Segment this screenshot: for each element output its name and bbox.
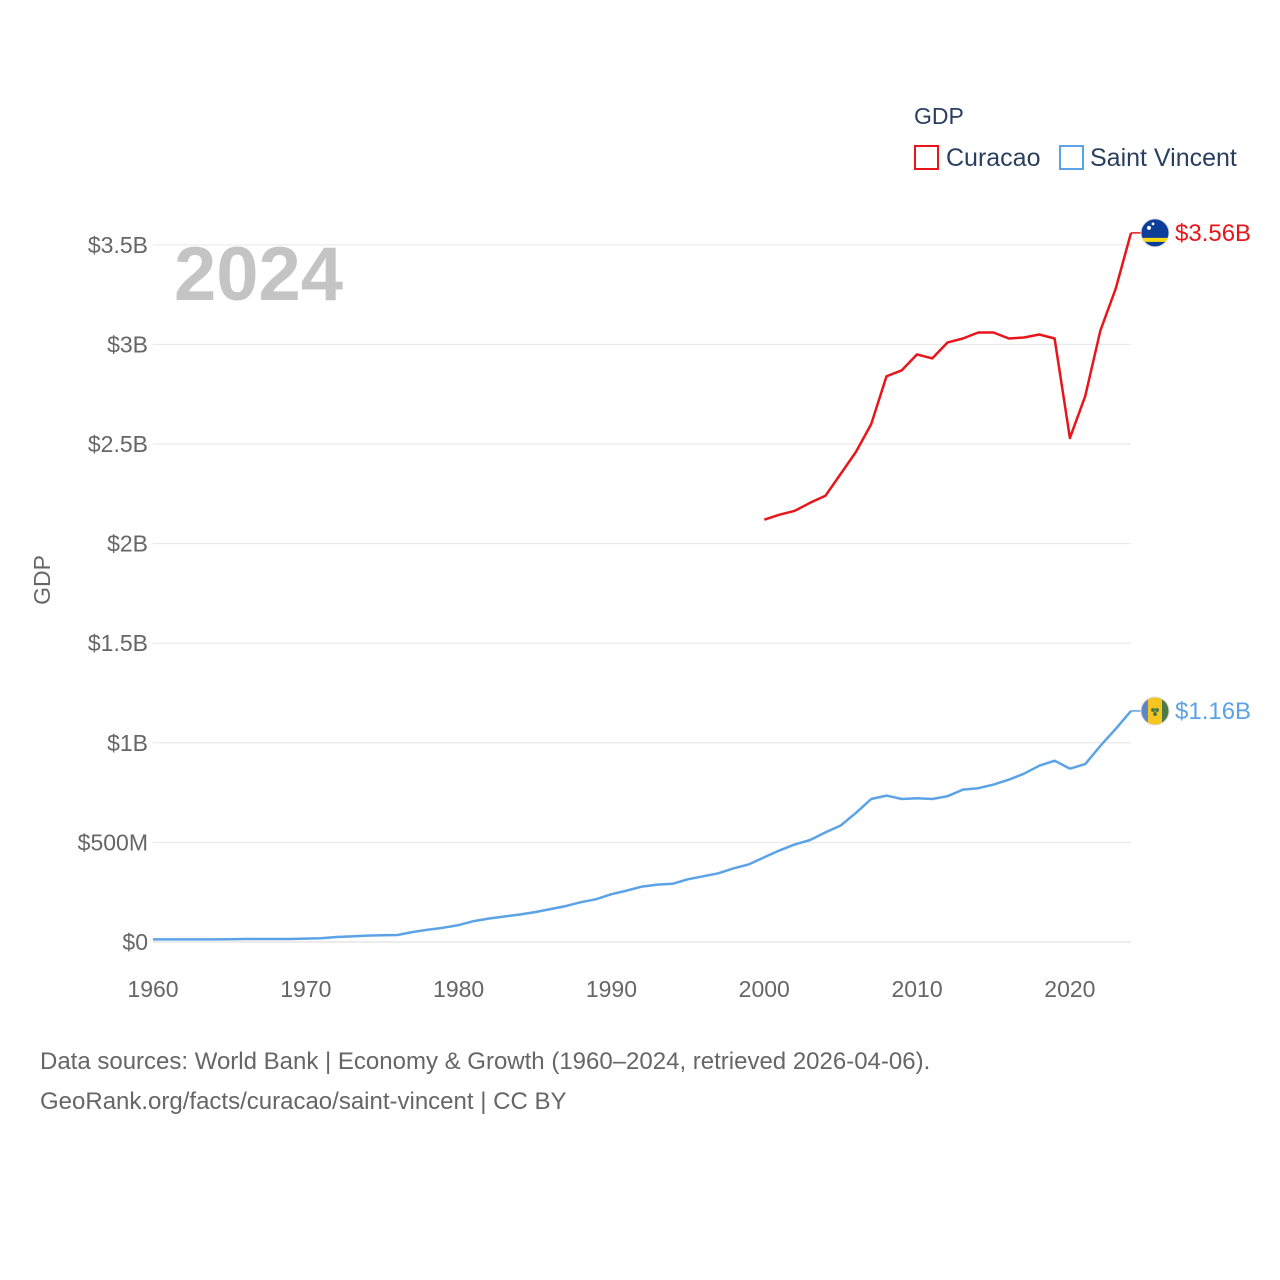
data-source-footer: Data sources: World Bank | Economy & Gro… [40, 1042, 1240, 1122]
gridlines [153, 244, 1131, 943]
legend-swatch-saint-vincent [1059, 145, 1084, 170]
legend-title: GDP [914, 103, 964, 129]
x-tick-label: 1980 [433, 976, 484, 1002]
series-end-markers: $3.56B $1.16B [1131, 218, 1251, 726]
end-value-label-curacao: $3.56B [1175, 220, 1251, 247]
x-tick-label: 1970 [280, 976, 331, 1002]
y-tick-label: $2B [107, 531, 148, 557]
curacao-flag-icon [1140, 218, 1170, 248]
x-tick-label: 2010 [891, 976, 942, 1002]
year-label: 2024 [174, 232, 343, 317]
legend-swatch-curacao [914, 145, 939, 170]
legend-label-curacao: Curacao [946, 144, 1041, 172]
y-axis-ticks: $0 $500M $1B $1.5B $2B $2.5B $3B $3.5B [78, 232, 148, 955]
y-tick-label: $0 [122, 929, 148, 955]
legend-item-saint-vincent[interactable]: Saint Vincent [1059, 144, 1237, 172]
legend-item-curacao[interactable]: Curacao [914, 144, 1041, 172]
x-tick-label: 1960 [127, 976, 178, 1002]
footer-source-line: Data sources: World Bank | Economy & Gro… [40, 1048, 931, 1075]
y-tick-label: $2.5B [88, 431, 148, 457]
x-tick-label: 2020 [1044, 976, 1095, 1002]
series-line-curacao [763, 232, 1133, 521]
x-tick-label: 2000 [739, 976, 790, 1002]
y-tick-label: $3.5B [88, 232, 148, 258]
y-tick-label: $500M [78, 829, 148, 855]
x-tick-label: 1990 [586, 976, 637, 1002]
series-line-saint-vincent [153, 710, 1132, 941]
series-lines [153, 232, 1133, 941]
x-axis-ticks: 1960 1970 1980 1990 2000 2010 2020 [127, 976, 1095, 1002]
legend-label-saint-vincent: Saint Vincent [1090, 144, 1237, 172]
legend[interactable]: GDP Curacao Saint Vincent [914, 103, 1237, 172]
saint-vincent-flag-icon [1140, 696, 1170, 726]
y-tick-label: $1.5B [88, 630, 148, 656]
footer-credit-line[interactable]: GeoRank.org/facts/curacao/saint-vincent … [40, 1088, 567, 1115]
end-value-label-saint-vincent: $1.16B [1175, 698, 1251, 725]
y-tick-label: $1B [107, 730, 148, 756]
y-tick-label: $3B [107, 331, 148, 357]
y-axis-title: GDP [29, 555, 55, 605]
